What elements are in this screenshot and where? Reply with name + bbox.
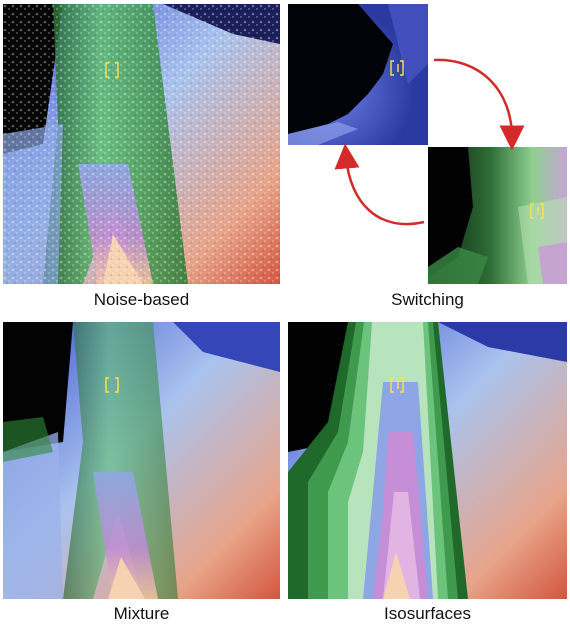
probe-marker-icon (390, 377, 404, 393)
arrow-left-icon (334, 143, 425, 226)
probe-marker-icon (105, 62, 119, 78)
arrow-right-icon (433, 58, 525, 151)
isosurfaces-image (288, 322, 567, 599)
mixture-caption: Mixture (113, 604, 170, 623)
probe-marker-icon (530, 203, 544, 219)
isosurfaces-caption: Isosurfaces (384, 604, 471, 623)
switching-image-top (288, 4, 428, 145)
switching-image-bottom (428, 147, 567, 284)
probe-marker-icon (105, 377, 119, 393)
switching-caption: Switching (391, 290, 464, 309)
noise-based-image (3, 4, 280, 284)
noise-based-caption: Noise-based (93, 290, 190, 309)
mixture-image (3, 322, 280, 599)
probe-marker-icon (390, 60, 404, 76)
